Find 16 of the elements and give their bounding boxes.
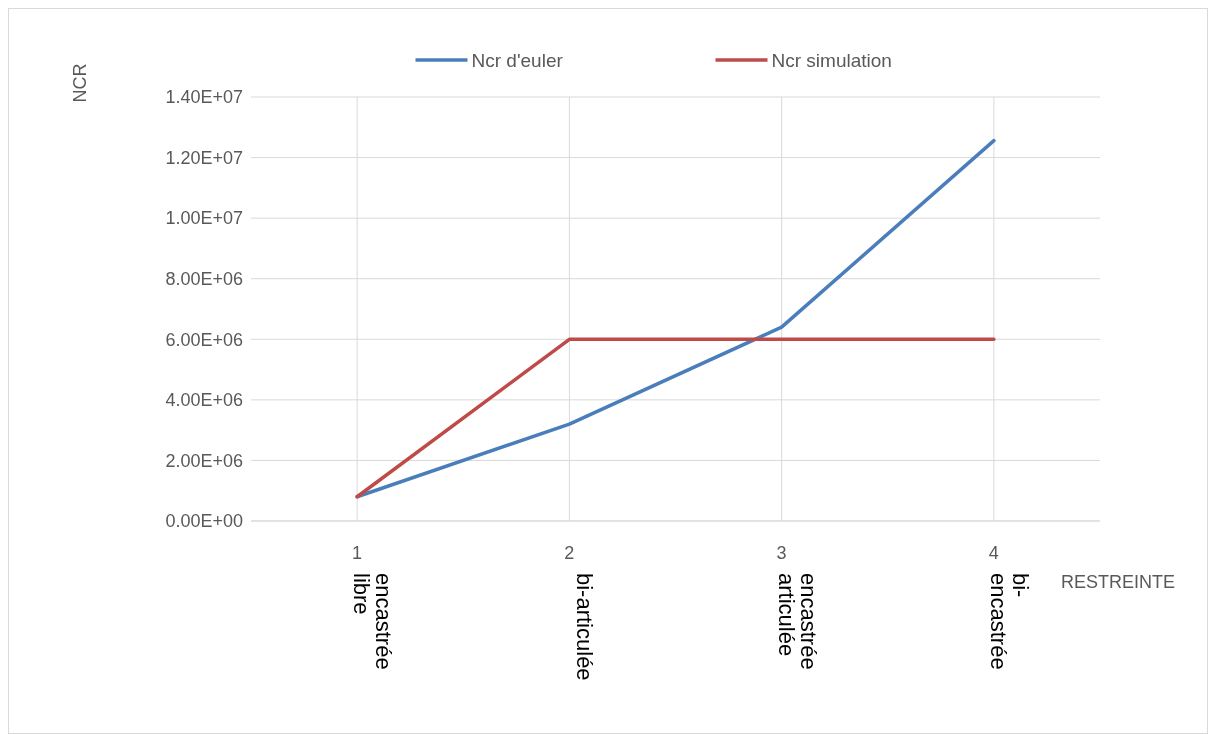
x-tick-label: 2 bi-articulée xyxy=(564,543,598,681)
x-axis-title: RESTREINTE xyxy=(1060,572,1176,592)
y-tick-label: 1.40E+07 xyxy=(165,87,243,108)
x-tick-label: 3 encastrée articulée xyxy=(773,543,821,670)
y-tick-label: 1.20E+07 xyxy=(165,147,243,168)
y-tick-label: 8.00E+06 xyxy=(165,269,243,290)
legend-label: Ncr d'euler xyxy=(471,49,564,71)
y-tick-label: 4.00E+06 xyxy=(165,390,243,411)
y-tick-label: 0.00E+00 xyxy=(165,511,243,532)
y-tick-label: 2.00E+06 xyxy=(165,450,243,471)
y-axis-title: NCR xyxy=(70,63,90,103)
x-tick-label: 1 encastrée libre xyxy=(349,543,397,670)
y-tick-label: 6.00E+06 xyxy=(165,329,243,350)
x-tick-label: 4 bi- encastrée xyxy=(985,543,1033,670)
y-tick-label: 1.00E+07 xyxy=(165,208,243,229)
legend-label: Ncr simulation xyxy=(771,49,892,71)
